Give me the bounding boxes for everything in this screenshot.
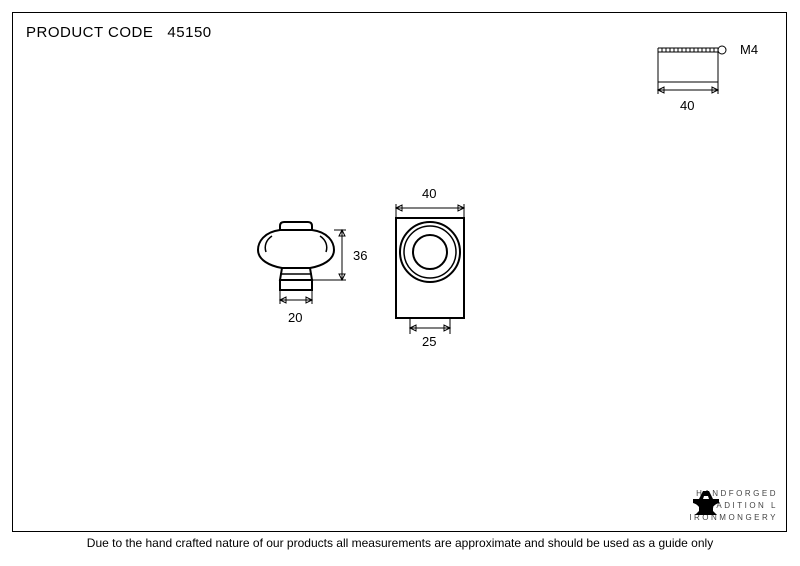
screw-thread-label: M4 <box>740 42 758 57</box>
anvil-logo-icon <box>689 489 723 523</box>
front-top-width-label: 40 <box>422 186 436 201</box>
side-base-width-label: 20 <box>288 310 302 325</box>
brand-block: HANDFORGED TRADITION L IRONMONGERY <box>689 488 778 524</box>
product-code-label: PRODUCT CODE 45150 <box>26 24 212 41</box>
screw-width-label: 40 <box>680 98 694 113</box>
disclaimer-text: Due to the hand crafted nature of our pr… <box>0 536 800 550</box>
side-height-label: 36 <box>353 248 367 263</box>
product-code-text: PRODUCT CODE <box>26 24 153 41</box>
product-code-value: 45150 <box>167 24 211 41</box>
knob-front-view <box>382 196 492 356</box>
front-bottom-width-label: 25 <box>422 334 436 349</box>
